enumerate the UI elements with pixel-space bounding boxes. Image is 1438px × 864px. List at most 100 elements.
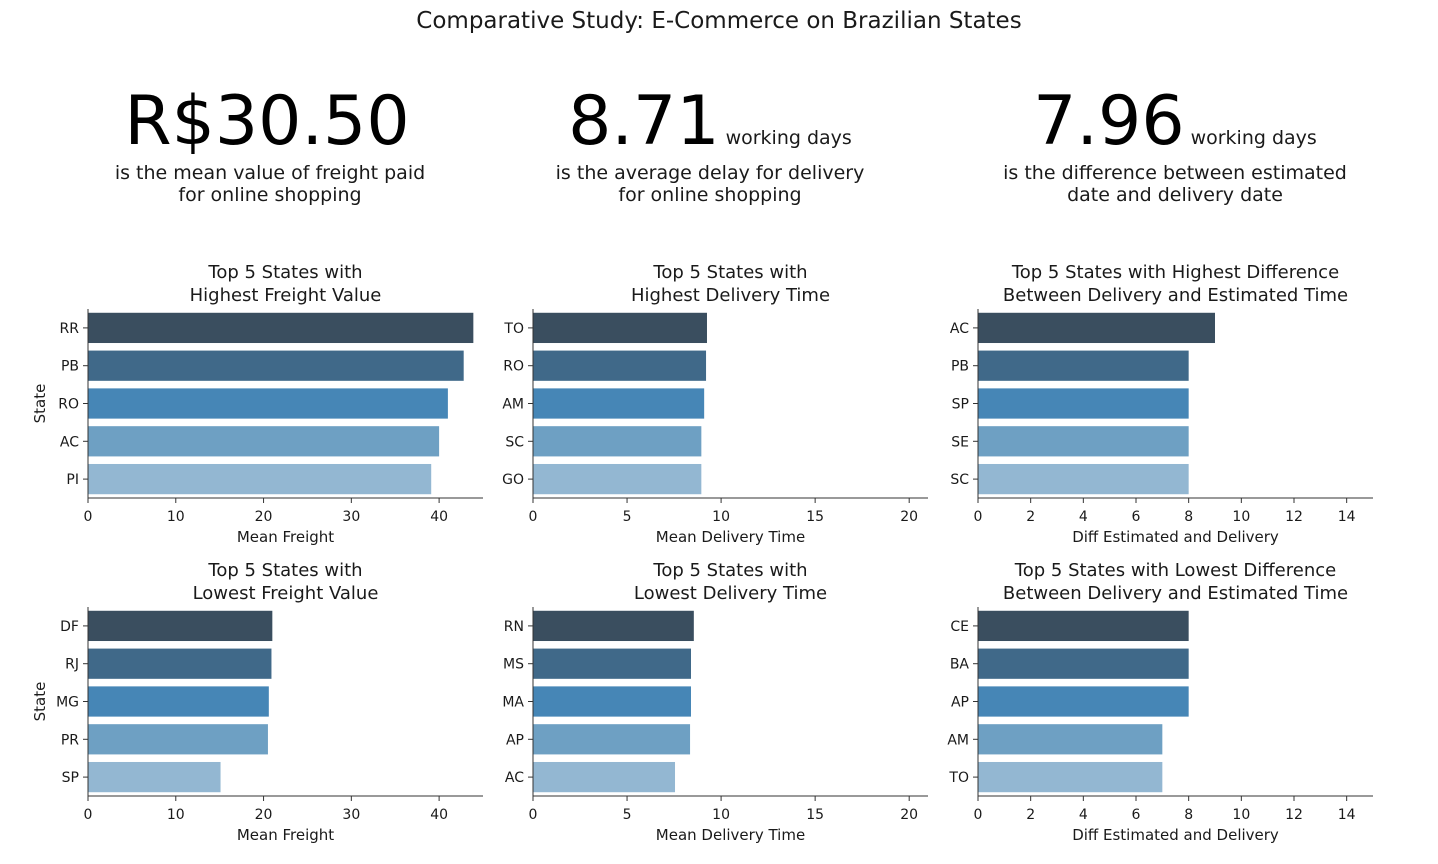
x-tick-label: 0 [529,509,538,525]
x-tick-label: 4 [1079,509,1088,525]
y-tick-label: AP [506,732,524,748]
x-tick-label: 14 [1338,509,1356,525]
x-tick-label: 12 [1285,807,1303,823]
bar-ac [88,426,440,457]
y-tick-label: SP [62,770,79,786]
x-tick-label: 20 [900,509,918,525]
chart-title: Top 5 States with Lowest Difference [1014,560,1336,581]
kpi-value: 7.96 [1033,82,1185,161]
y-tick-label: PB [61,359,79,375]
bar-rn [533,610,694,642]
bar-sp [88,761,221,793]
x-tick-label: 6 [1132,509,1141,525]
x-axis-label: Mean Delivery Time [656,528,805,546]
y-tick-label: RO [503,359,524,375]
bar-ro [88,388,448,419]
x-tick-label: 30 [342,509,360,525]
bar-se [978,426,1189,457]
x-tick-label: 15 [806,509,824,525]
y-tick-label: RJ [65,657,79,673]
kpi-mean-freight: R$30.50 is the mean value of freight pai… [80,88,460,207]
x-tick-label: 2 [1026,807,1035,823]
bar-to [533,312,707,344]
y-tick-label: PR [61,732,79,748]
chart-title: Top 5 States with [207,262,362,283]
chart-title: Highest Freight Value [190,285,382,306]
kpi-unit: working days [725,127,852,149]
y-tick-label: AM [502,397,524,413]
y-tick-label: SC [950,472,969,488]
y-tick-label: AM [947,732,969,748]
y-tick-label: TO [503,321,524,337]
bar-ap [533,724,691,755]
x-tick-label: 0 [974,807,983,823]
x-tick-label: 0 [974,509,983,525]
bar-pi [88,463,432,495]
x-tick-label: 40 [430,509,448,525]
bar-ma [533,686,691,717]
y-tick-label: SP [952,397,969,413]
x-tick-label: 10 [712,807,730,823]
y-tick-label: AC [60,434,79,450]
x-tick-label: 8 [1184,509,1193,525]
figure-title: Comparative Study: E-Commerce on Brazili… [416,8,1022,34]
kpi-value: R$30.50 [124,82,410,161]
x-tick-label: 2 [1026,509,1035,525]
x-tick-label: 0 [84,509,93,525]
kpi-description: is the difference between estimated date… [1003,162,1347,206]
chart-title: Top 5 States with [207,560,362,581]
y-tick-label: DF [60,619,79,635]
y-tick-label: GO [502,472,524,488]
x-tick-label: 5 [623,509,632,525]
chart-6: Top 5 States with Lowest DifferenceBetwe… [947,560,1373,844]
y-tick-label: PI [66,472,79,488]
bar-am [978,724,1163,755]
bar-pr [88,724,268,755]
bar-rr [88,312,474,344]
y-tick-label: PB [951,359,969,375]
x-tick-label: 10 [167,807,185,823]
x-tick-label: 10 [1232,807,1250,823]
chart-title: Top 5 States with [652,262,807,283]
y-tick-label: AC [505,770,524,786]
x-axis-label: Diff Estimated and Delivery [1072,528,1279,546]
x-tick-label: 6 [1132,807,1141,823]
chart-title: Top 5 States with [652,560,807,581]
x-tick-label: 5 [623,807,632,823]
kpi-estimate-difference: 7.96 working days is the difference betwe… [980,88,1370,207]
y-tick-label: TO [948,770,969,786]
y-tick-label: AP [951,695,969,711]
bar-rj [88,648,272,679]
chart-title: Between Delivery and Estimated Time [1003,285,1348,306]
kpi-description: is the average delay for delivery for on… [555,162,865,206]
bar-ap [978,686,1189,717]
kpi-value: 8.71 [568,82,720,161]
bar-go [533,463,702,495]
x-tick-label: 0 [84,807,93,823]
chart-title: Highest Delivery Time [631,285,830,306]
bar-pb [88,350,464,381]
x-tick-label: 20 [255,509,273,525]
chart-title: Between Delivery and Estimated Time [1003,583,1348,604]
bar-ms [533,648,691,679]
kpi-delivery-delay: 8.71 working days is the average delay fo… [520,88,900,207]
bar-ac [978,312,1215,344]
x-axis-label: Mean Freight [237,528,334,546]
x-tick-label: 20 [255,807,273,823]
x-axis-label: Mean Freight [237,826,334,844]
bar-ac [533,761,676,793]
bar-to [978,761,1163,793]
y-tick-label: RR [60,321,80,337]
bar-mg [88,686,269,717]
y-axis-label: State [31,682,49,722]
x-tick-label: 14 [1338,807,1356,823]
y-tick-label: MS [503,657,524,673]
bar-sp [978,388,1189,419]
y-tick-label: RN [504,619,524,635]
x-tick-label: 30 [342,807,360,823]
x-axis-label: Diff Estimated and Delivery [1072,826,1279,844]
y-tick-label: RO [58,397,79,413]
